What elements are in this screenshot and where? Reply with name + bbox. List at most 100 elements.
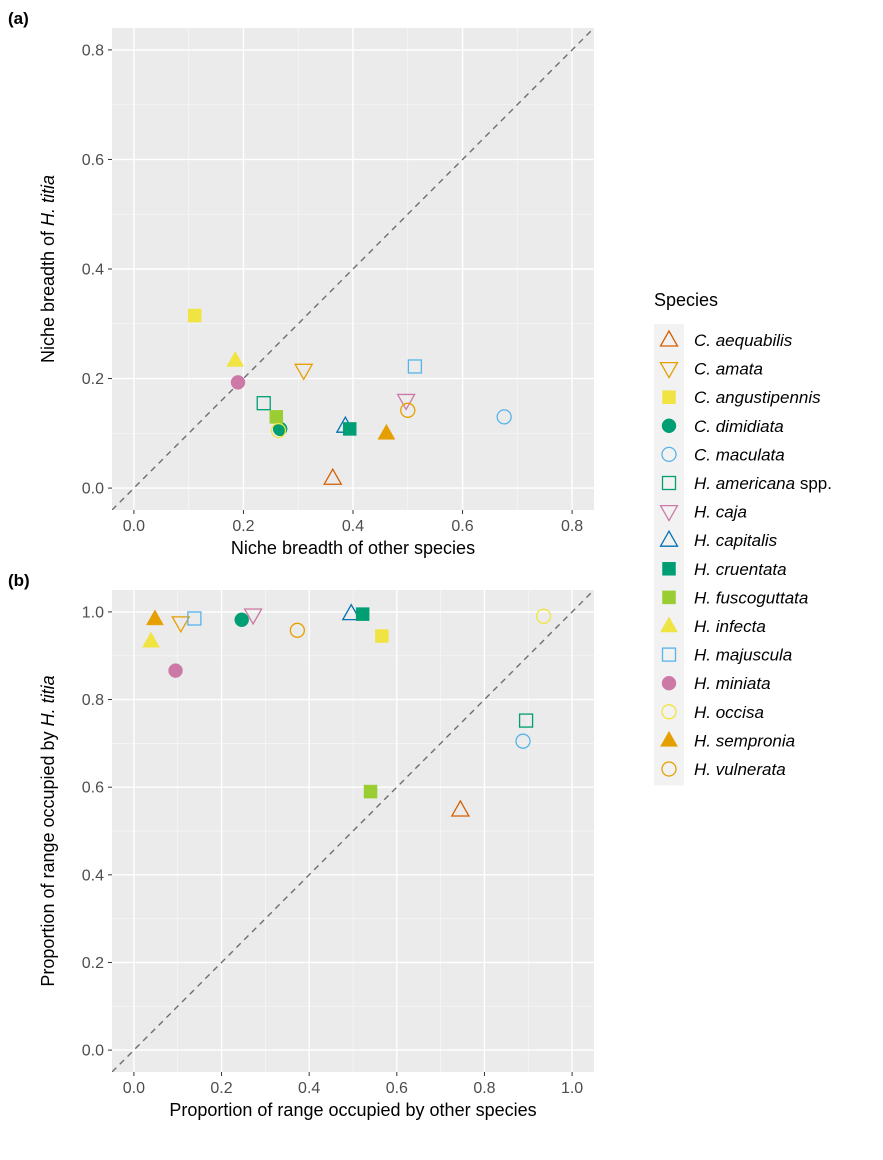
legend-key-h-cruentata [662, 562, 676, 576]
y-tick-label: 0.8 [82, 692, 104, 709]
legend-key-h-caja [659, 504, 679, 522]
x-tick-label: 0.6 [451, 518, 473, 535]
y-axis-title-text: Niche breadth of [38, 226, 58, 363]
legend-key-h-infecta [660, 616, 678, 633]
legend-key-c-dimidiata [661, 418, 677, 434]
x-tick-label: 0.0 [123, 518, 145, 535]
data-points [142, 603, 552, 817]
legend-label-h-majuscula: H. majuscula [694, 646, 792, 665]
point-h-caja [396, 393, 416, 411]
y-axis-title-italic: H. titia [38, 175, 58, 226]
legend: Species C. aequabilis C. amata C. angustipe… [654, 290, 832, 786]
reference-line-y-equals-x [112, 590, 594, 1072]
point-h-vulnerata [400, 402, 416, 418]
point-c-dimidiata [234, 612, 249, 628]
legend-label-h-fuscoguttata: H. fuscoguttata [694, 588, 808, 607]
y-tick-label: 0.0 [82, 1043, 104, 1060]
y-axis-title: Niche breadth of H. titia [38, 175, 58, 363]
legend-label-h-capitalis: H. capitalis [694, 531, 778, 550]
point-c-aequabilis [450, 799, 470, 817]
legend-key-h-sempronia [660, 730, 678, 747]
legend-label-h-cruentata: H. cruentata [694, 560, 787, 579]
x-tick-label: 0.4 [342, 518, 364, 535]
point-h-sempronia [146, 609, 164, 626]
legend-key-c-maculata [661, 446, 677, 463]
point-h-sempronia [377, 423, 396, 440]
reference-line-y-equals-x [112, 28, 594, 510]
legend-key-h-miniata [661, 675, 677, 691]
point-h-occisa [535, 608, 552, 624]
y-tick-label: 0.6 [82, 152, 104, 169]
legend-label-h-vulnerata: H. vulnerata [694, 760, 786, 779]
point-h-capitalis [341, 603, 361, 621]
x-axis-title: Niche breadth of other species [231, 538, 475, 558]
legend-label-h-caja: H. caja [694, 503, 747, 522]
x-tick-label: 0.8 [561, 518, 583, 535]
legend-label-h-miniata: H. miniata [694, 674, 771, 693]
point-h-miniata [230, 375, 246, 390]
legend-label-h-occisa: H. occisa [694, 703, 764, 722]
grid [112, 590, 594, 1072]
legend-label-h-americana: H. americana spp. [694, 474, 832, 493]
legend-label-h-infecta: H. infecta [694, 617, 766, 636]
panel-label: (b) [8, 571, 30, 590]
legend-label-c-aequabilis: C. aequabilis [694, 331, 793, 350]
panel-b: 0.0 0.2 0.4 0.6 0.8 1.0 0.0 0.2 0.4 0.6 0.8 1.0 Prop… [8, 571, 594, 1120]
x-tick-label: 0.0 [123, 1080, 145, 1097]
point-c-amata [171, 616, 191, 634]
point-c-angustipennis [375, 629, 389, 643]
legend-key-c-amata [659, 361, 679, 379]
point-h-majuscula [407, 359, 423, 374]
x-axis-title: Proportion of range occupied by other sp… [169, 1100, 536, 1120]
legend-title: Species [654, 290, 718, 310]
y-tick-label: 0.4 [82, 262, 104, 279]
legend-label-c-dimidiata: C. dimidiata [694, 417, 784, 436]
legend-key-h-vulnerata [661, 761, 677, 777]
point-h-majuscula [187, 611, 202, 626]
panel-a: 0.0 0.2 0.4 0.6 0.8 0.0 0.2 0.4 0.6 0.8 Niche brea… [8, 9, 594, 558]
point-h-occisa [270, 422, 287, 439]
point-h-americana [518, 713, 534, 728]
point-h-fuscoguttata [363, 784, 378, 799]
legend-key-c-aequabilis [659, 329, 679, 347]
legend-label-c-amata: C. amata [694, 360, 763, 379]
x-tick-label: 0.2 [232, 518, 254, 535]
point-h-cruentata [355, 607, 370, 621]
panel-label: (a) [8, 9, 29, 28]
data-points [187, 308, 512, 485]
point-h-infecta [226, 350, 245, 367]
y-tick-label: 0.2 [82, 955, 104, 972]
legend-key-h-capitalis [659, 529, 679, 547]
legend-key-c-angustipennis [662, 390, 676, 404]
point-h-infecta [142, 631, 160, 648]
legend-key-h-fuscoguttata [662, 590, 676, 605]
x-tick-label: 0.6 [386, 1080, 408, 1097]
point-c-amata [294, 363, 314, 381]
legend-key-h-majuscula [661, 647, 677, 662]
y-tick-label: 0.8 [82, 42, 104, 59]
x-tick-label: 0.2 [210, 1080, 232, 1097]
point-c-angustipennis [187, 308, 202, 323]
point-h-cruentata [342, 422, 357, 436]
point-c-maculata [496, 409, 512, 425]
x-tick-label: 0.4 [298, 1080, 320, 1097]
y-axis-title-text: Proportion of range occupied by [38, 726, 58, 986]
point-h-miniata [168, 663, 183, 678]
y-tick-label: 0.6 [82, 780, 104, 797]
y-tick-label: 0.4 [82, 867, 104, 884]
point-c-aequabilis [323, 467, 343, 485]
y-tick-label: 1.0 [82, 604, 104, 621]
x-tick-label: 1.0 [561, 1080, 583, 1097]
legend-label-c-angustipennis: C. angustipennis [694, 388, 821, 407]
legend-label-c-maculata: C. maculata [694, 445, 785, 464]
x-tick-label: 0.8 [473, 1080, 495, 1097]
point-c-maculata [515, 733, 531, 749]
y-axis-title: Proportion of range occupied by H. titia [38, 675, 58, 986]
point-h-vulnerata [289, 622, 306, 638]
legend-key-h-occisa [661, 704, 677, 720]
y-tick-label: 0.0 [82, 481, 104, 498]
y-axis-title-italic: H. titia [38, 675, 58, 726]
point-h-fuscoguttata [269, 410, 284, 424]
legend-label-h-sempronia: H. sempronia [694, 731, 795, 750]
